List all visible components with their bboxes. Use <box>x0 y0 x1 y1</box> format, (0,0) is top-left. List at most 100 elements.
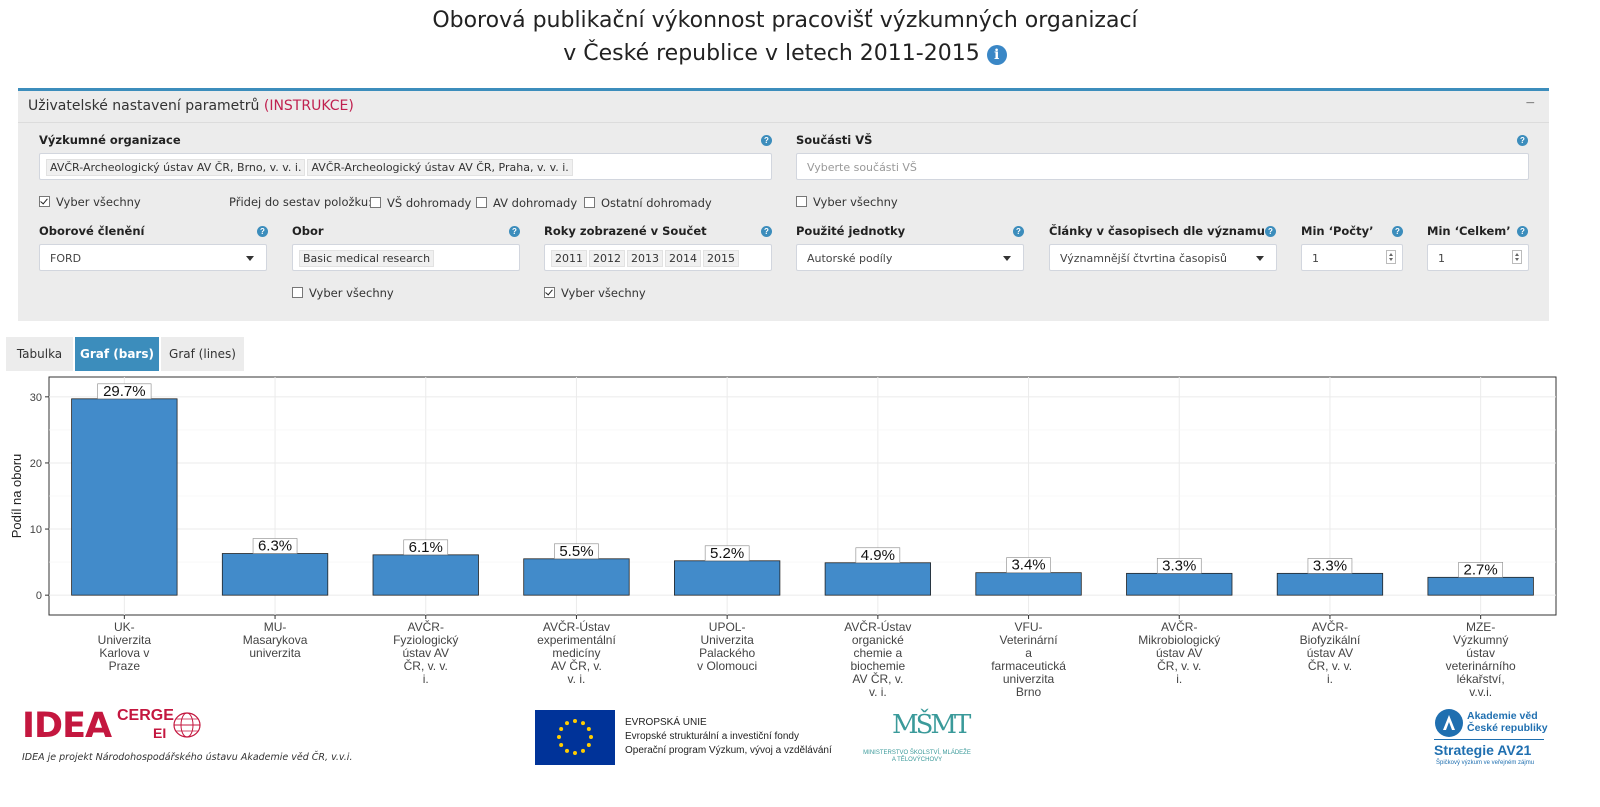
instructions-link[interactable]: (INSTRUKCE) <box>263 98 354 114</box>
x-tick-label: AVČR- <box>1312 619 1348 634</box>
x-tick-label: ČR, v. v. <box>1308 658 1352 673</box>
articles-select[interactable]: Významnější čtvrtina časopisů <box>1049 244 1277 271</box>
bar[interactable] <box>1126 572 1233 596</box>
cerge-logo-text: CERGE <box>117 707 174 724</box>
organization-tag[interactable]: AVČR-Archeologický ústav AV ČR, Praha, v… <box>307 159 573 176</box>
years-select-all[interactable]: Vyber všechny <box>544 286 646 300</box>
data-label: 4.9% <box>861 547 895 564</box>
tab-graph-lines[interactable]: Graf (lines) <box>161 337 244 371</box>
x-tick-label: i. <box>1327 672 1333 686</box>
organization-tag[interactable]: AVČR-Archeologický ústav AV ČR, Brno, v.… <box>46 159 306 176</box>
bar[interactable] <box>1276 572 1384 596</box>
checkbox-icon[interactable] <box>370 197 381 208</box>
collapse-icon[interactable]: − <box>1525 95 1535 112</box>
x-tick-label: univerzita <box>1003 672 1055 686</box>
min-total-help-icon[interactable]: ? <box>1517 226 1528 237</box>
settings-title-text: Uživatelské nastavení parametrů <box>28 98 260 114</box>
checkbox-icon[interactable] <box>584 197 595 208</box>
year-tag[interactable]: 2015 <box>703 250 739 267</box>
organizations-select-all[interactable]: Vyber všechny <box>39 195 141 209</box>
year-tag[interactable]: 2013 <box>627 250 663 267</box>
bar[interactable] <box>523 558 630 596</box>
x-tick-label: Karlova v <box>99 646 149 660</box>
bar[interactable] <box>674 560 781 596</box>
av21-strategy-text: Strategie AV21 <box>1434 742 1532 758</box>
years-help-icon[interactable]: ? <box>761 226 772 237</box>
add-others-together-checkbox[interactable]: Ostatní dohromady <box>584 196 712 210</box>
eu-star-icon <box>559 727 564 731</box>
field-tag[interactable]: Basic medical research <box>299 250 435 267</box>
y-tick-label: 20 <box>30 458 42 470</box>
checkbox-icon[interactable] <box>544 287 555 298</box>
university-parts-help-icon[interactable]: ? <box>1517 135 1528 146</box>
eu-star-icon <box>559 743 564 747</box>
checkbox-icon[interactable] <box>796 196 807 207</box>
checkbox-icon[interactable] <box>476 197 487 208</box>
university-parts-select[interactable]: Vyberte součásti VŠ <box>796 153 1529 180</box>
year-tag[interactable]: 2012 <box>589 250 625 267</box>
eu-star-icon <box>557 735 561 739</box>
add-av-together-label: AV dohromady <box>493 196 578 210</box>
units-label: Použité jednotky <box>796 224 906 238</box>
organizations-help-icon[interactable]: ? <box>761 135 772 146</box>
university-parts-placeholder: Vyberte součásti VŠ <box>807 161 917 174</box>
tab-table[interactable]: Tabulka <box>6 337 73 371</box>
data-label-box <box>97 383 152 400</box>
add-av-together-checkbox[interactable]: AV dohromady <box>476 196 577 210</box>
y-axis-label: Podíl na oboru <box>9 454 24 539</box>
bar[interactable] <box>1427 576 1534 596</box>
x-tick-label: v Olomouci <box>697 659 757 673</box>
av-divider <box>1434 739 1544 740</box>
field-select-all[interactable]: Vyber všechny <box>292 286 394 300</box>
field-classification-select[interactable]: FORD <box>39 244 267 271</box>
bar[interactable] <box>824 562 931 596</box>
add-vs-together-checkbox[interactable]: VŠ dohromady <box>370 196 471 210</box>
spinner-icon[interactable] <box>1386 250 1396 264</box>
x-tick-label: a <box>1025 646 1032 660</box>
articles-help-icon[interactable]: ? <box>1265 226 1276 237</box>
spinner-icon[interactable] <box>1512 250 1522 264</box>
x-tick-label: i. <box>423 672 429 686</box>
year-tag[interactable]: 2011 <box>551 250 587 267</box>
university-parts-select-all[interactable]: Vyber všechny <box>796 195 898 209</box>
checkbox-icon[interactable] <box>292 287 303 298</box>
info-icon[interactable]: i <box>986 45 1007 65</box>
field-help-icon[interactable]: ? <box>509 226 520 237</box>
tab-graph-bars[interactable]: Graf (bars) <box>75 337 159 371</box>
bar[interactable] <box>372 554 479 596</box>
x-tick-label: lékařství, <box>1457 672 1505 686</box>
organizations-select[interactable]: AVČR-Archeologický ústav AV ČR, Brno, v.… <box>39 153 772 180</box>
bar[interactable] <box>221 553 329 596</box>
y-tick-label: 30 <box>30 392 42 404</box>
x-tick-label: v.v.i. <box>1469 685 1492 699</box>
bar[interactable] <box>71 398 178 596</box>
min-count-input[interactable]: 1 <box>1301 244 1403 271</box>
x-tick-label: Výzkumný <box>1453 633 1508 647</box>
eu-text: EVROPSKÁ UNIE Evropské strukturální a in… <box>625 716 832 758</box>
x-tick-label: chemie a <box>853 646 902 660</box>
units-select[interactable]: Autorské podíly <box>796 244 1024 271</box>
years-select[interactable]: 2011 2012 2013 2014 2015 <box>544 244 772 271</box>
eu-star-icon <box>565 748 569 753</box>
min-total-input[interactable]: 1 <box>1427 244 1529 271</box>
eu-line3: Operační program Výzkum, vývoj a vzděláv… <box>625 745 832 756</box>
x-tick-label: v. i. <box>869 685 887 699</box>
year-tag[interactable]: 2014 <box>665 250 701 267</box>
x-tick-label: ústav AV <box>1307 646 1353 660</box>
units-help-icon[interactable]: ? <box>1013 226 1024 237</box>
field-classification-label: Oborové členění <box>39 224 145 238</box>
field-select[interactable]: Basic medical research <box>292 244 520 271</box>
settings-panel: Uživatelské nastavení parametrů (INSTRUK… <box>18 88 1549 321</box>
min-count-help-icon[interactable]: ? <box>1392 226 1403 237</box>
settings-panel-title: Uživatelské nastavení parametrů (INSTRUK… <box>28 98 354 114</box>
years-select-all-label: Vyber všechny <box>561 286 646 300</box>
data-label-box <box>1307 558 1353 574</box>
y-tick-label: 10 <box>30 524 42 536</box>
bar[interactable] <box>975 572 1082 596</box>
checkbox-icon[interactable] <box>39 196 50 207</box>
data-label-box <box>1156 558 1202 574</box>
field-classification-help-icon[interactable]: ? <box>257 226 268 237</box>
years-label: Roky zobrazené v Součet <box>544 224 707 238</box>
academy-name: Akademie věd České republiky <box>1467 710 1548 734</box>
eu-star-icon <box>573 751 577 755</box>
